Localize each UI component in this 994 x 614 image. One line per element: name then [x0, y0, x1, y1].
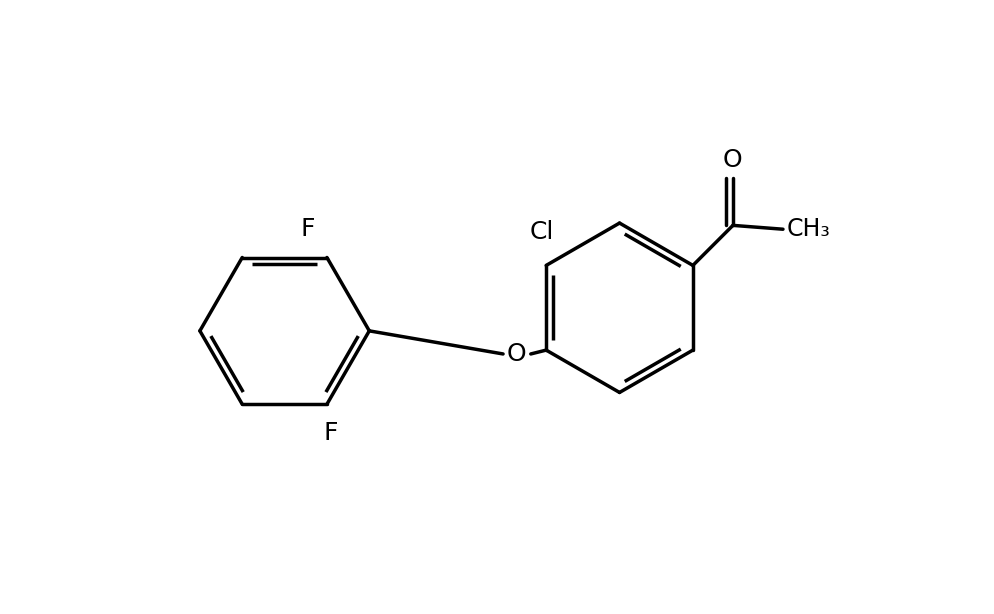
Text: F: F: [323, 421, 338, 445]
Text: O: O: [723, 148, 743, 173]
Text: CH₃: CH₃: [787, 217, 831, 241]
Text: F: F: [301, 217, 315, 241]
Text: Cl: Cl: [529, 220, 554, 244]
Text: O: O: [507, 342, 527, 366]
